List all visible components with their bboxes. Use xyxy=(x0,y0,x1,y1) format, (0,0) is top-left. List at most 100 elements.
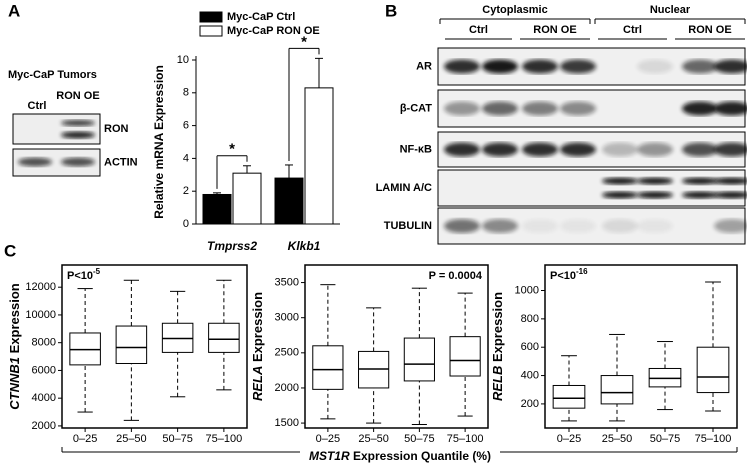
blot-band xyxy=(637,59,673,74)
y-axis-label: RELA Expression xyxy=(250,292,265,401)
panel-label: B xyxy=(385,1,397,20)
y-axis-rest: Expression xyxy=(7,283,22,353)
blot-band xyxy=(637,177,673,185)
legend-label: Myc-CaP Ctrl xyxy=(227,11,295,23)
row-label: NF-κB xyxy=(400,143,432,155)
blot-band xyxy=(682,191,718,199)
panel-label: A xyxy=(8,1,20,20)
y-tick-label: 10 xyxy=(177,54,189,66)
y-tick-label: 12000 xyxy=(25,281,56,293)
y-tick-label: 2 xyxy=(183,185,189,197)
blot-band xyxy=(714,59,747,74)
row-label: β-CAT xyxy=(400,102,432,114)
y-axis-label: Relative mRNA Expression xyxy=(152,65,166,219)
bar xyxy=(274,177,304,225)
box xyxy=(449,336,481,377)
blot-band xyxy=(602,142,638,157)
annotation-text: P<10 xyxy=(67,270,93,282)
lane-label: RON OE xyxy=(56,90,99,102)
box xyxy=(115,325,148,364)
annotation: P<10-16 xyxy=(550,267,588,282)
y-tick-label: 4000 xyxy=(32,392,56,404)
blot-band xyxy=(637,142,673,157)
box xyxy=(600,375,634,405)
y-axis-rest: Expression xyxy=(490,292,505,362)
x-tick-label: 75–100 xyxy=(447,433,484,445)
sig-star: * xyxy=(301,33,307,50)
blot-band xyxy=(714,177,747,185)
blot-band xyxy=(714,142,747,157)
x-tick-label: 75–100 xyxy=(695,433,732,445)
blot-band xyxy=(444,101,480,116)
blot-band xyxy=(637,191,673,199)
blot-band xyxy=(682,177,718,185)
blot-band xyxy=(482,59,518,74)
blot-band xyxy=(560,142,596,157)
blot-frame xyxy=(437,169,746,207)
blot-band xyxy=(61,157,95,167)
box xyxy=(208,322,240,353)
annotation-sup: -5 xyxy=(93,267,101,276)
x-tick-label: 50–75 xyxy=(162,433,193,445)
annotation-sup: -16 xyxy=(576,267,588,276)
blot-band xyxy=(560,59,596,74)
y-tick-label: 6 xyxy=(183,120,189,132)
y-tick-label: 0 xyxy=(183,218,189,230)
x-tick-label: 0–25 xyxy=(557,433,581,445)
y-axis-label: RELB Expression xyxy=(490,292,505,401)
y-axis-rest: Expression xyxy=(250,292,265,362)
blot-band xyxy=(682,142,718,157)
y-tick-label: 8 xyxy=(183,87,189,99)
blot-band xyxy=(18,157,52,167)
y-tick-label: 600 xyxy=(521,341,539,353)
y-axis-gene: RELA xyxy=(250,366,265,401)
blot-band xyxy=(482,142,518,157)
x-tick-label: 25–50 xyxy=(116,433,147,445)
x-axis-rest: Expression Quantile (%) xyxy=(353,449,491,463)
x-tick-label: 50–75 xyxy=(650,433,681,445)
box xyxy=(552,384,586,409)
legend-swatch xyxy=(199,25,223,37)
box xyxy=(403,337,435,382)
x-tick-label: 50–75 xyxy=(404,433,435,445)
blot-band xyxy=(522,142,558,157)
blot-band xyxy=(602,191,638,199)
blot-title: Myc-CaP Tumors xyxy=(8,69,97,81)
y-tick-label: 2000 xyxy=(275,382,299,394)
y-tick-label: 2000 xyxy=(32,420,56,432)
blot-band xyxy=(444,59,480,74)
blot-band xyxy=(522,219,558,233)
blot-band xyxy=(522,59,558,74)
y-tick-label: 10000 xyxy=(25,309,56,321)
blot-frame xyxy=(12,113,101,145)
y-tick-label: 3500 xyxy=(275,276,299,288)
blot-band xyxy=(637,219,673,233)
group-label: Cytoplasmic xyxy=(482,4,547,16)
blot-band xyxy=(444,142,480,157)
lane-label: RON OE xyxy=(688,24,731,36)
lane-label: RON OE xyxy=(56,90,99,102)
blot-band xyxy=(714,191,747,199)
blot-band xyxy=(560,101,596,116)
lane-label: RON OE xyxy=(533,24,576,36)
y-tick-label: 800 xyxy=(521,313,539,325)
legend-label: Myc-CaP RON OE xyxy=(227,25,320,37)
y-tick-label: 8000 xyxy=(32,337,56,349)
y-tick-label: 3000 xyxy=(275,312,299,324)
blot-band xyxy=(682,59,718,74)
y-tick-label: 2500 xyxy=(275,347,299,359)
label-bg xyxy=(300,450,500,463)
blot-band xyxy=(682,101,718,116)
blot-band xyxy=(522,101,558,116)
plot-frame xyxy=(544,264,738,429)
plot-frame xyxy=(61,264,248,429)
y-axis-gene: CTNNB1 xyxy=(7,357,22,410)
blot-band xyxy=(482,101,518,116)
row-label: LAMIN A/C xyxy=(376,182,432,194)
row-label: ACTIN xyxy=(104,156,138,168)
x-tick-label: Klkb1 xyxy=(288,239,321,253)
blot-band xyxy=(714,219,747,233)
lane-label: Ctrl xyxy=(623,24,642,36)
x-axis-gene: MST1R xyxy=(309,449,350,463)
